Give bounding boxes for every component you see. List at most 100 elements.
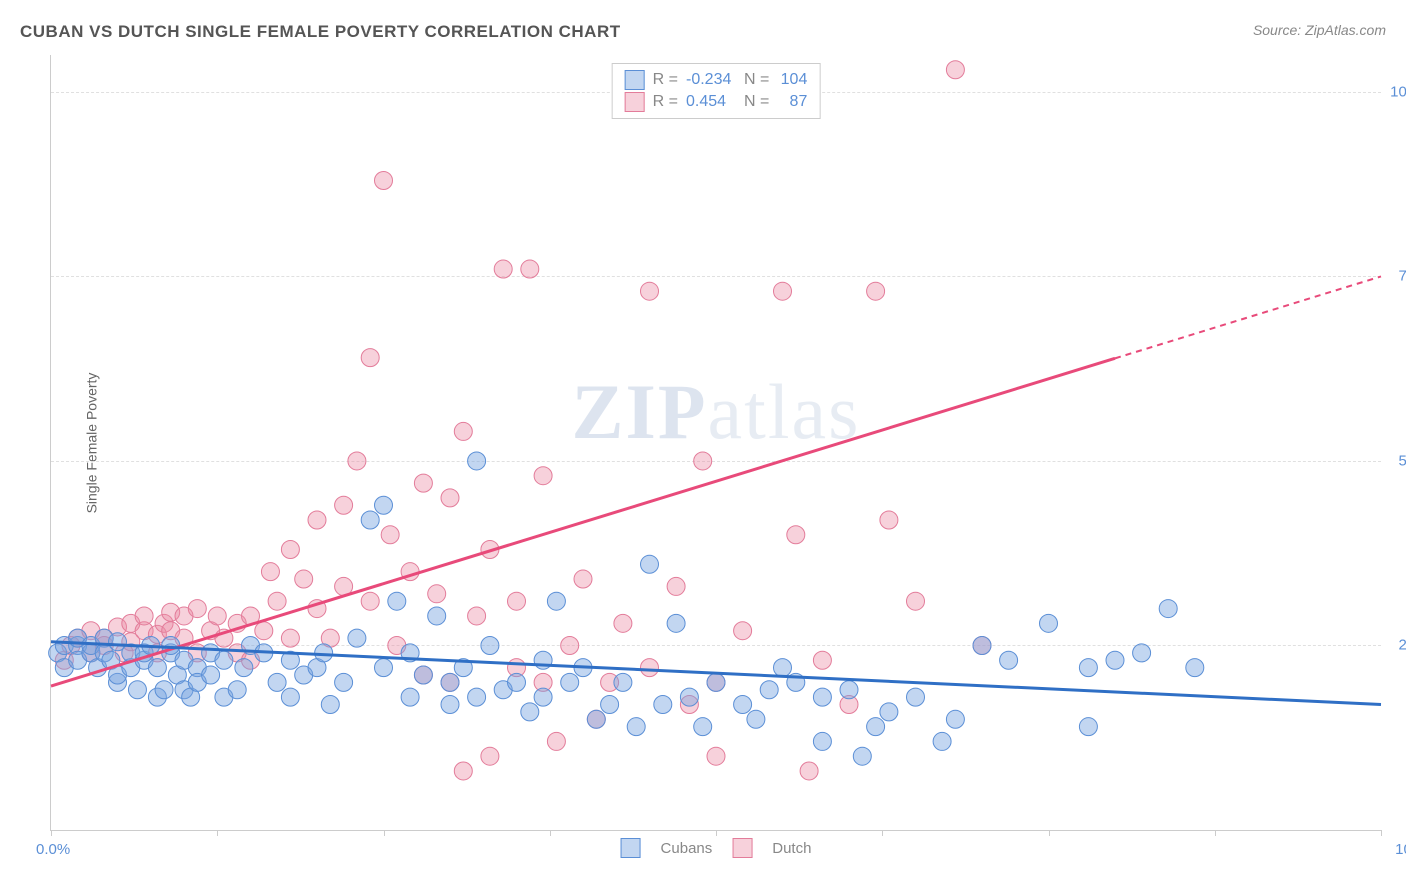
scatter-point (601, 696, 619, 714)
scatter-point (281, 688, 299, 706)
legend-label-dutch: Dutch (772, 840, 811, 857)
scatter-point (707, 673, 725, 691)
x-tick-label-left: 0.0% (36, 841, 70, 858)
legend-swatch-cubans (621, 838, 641, 858)
scatter-point (128, 681, 146, 699)
scatter-point (867, 282, 885, 300)
scatter-point (534, 688, 552, 706)
scatter-point (667, 577, 685, 595)
source-label: Source: (1253, 22, 1301, 38)
trend-line (51, 358, 1115, 686)
scatter-point (641, 282, 659, 300)
scatter-point (840, 681, 858, 699)
scatter-point (441, 673, 459, 691)
y-tick-label: 75.0% (1386, 268, 1406, 285)
scatter-point (268, 673, 286, 691)
stat-n-dutch: 87 (777, 91, 807, 113)
scatter-point (468, 452, 486, 470)
trend-line-dashed (1115, 276, 1381, 358)
scatter-point (335, 496, 353, 514)
scatter-point (414, 474, 432, 492)
legend-label-cubans: Cubans (661, 840, 713, 857)
scatter-point (188, 600, 206, 618)
plot-area: Single Female Poverty ZIPatlas 25.0%50.0… (50, 55, 1381, 831)
scatter-point (235, 659, 253, 677)
stat-r-dutch: 0.454 (686, 91, 736, 113)
scatter-point (428, 607, 446, 625)
scatter-point (414, 666, 432, 684)
scatter-point (774, 282, 792, 300)
scatter-point (946, 61, 964, 79)
scatter-point (1133, 644, 1151, 662)
scatter-svg (51, 55, 1381, 830)
scatter-point (1159, 600, 1177, 618)
bottom-legend: Cubans Dutch (621, 838, 812, 858)
scatter-point (481, 636, 499, 654)
scatter-point (361, 592, 379, 610)
scatter-point (813, 732, 831, 750)
scatter-point (202, 666, 220, 684)
scatter-point (148, 659, 166, 677)
stat-n-label: N = (744, 69, 769, 91)
stat-r-cubans: -0.234 (686, 69, 736, 91)
scatter-point (880, 703, 898, 721)
stat-n-cubans: 104 (777, 69, 807, 91)
scatter-point (1040, 614, 1058, 632)
scatter-point (1106, 651, 1124, 669)
stats-row-dutch: R = 0.454 N = 87 (625, 91, 808, 113)
scatter-point (468, 688, 486, 706)
scatter-point (208, 607, 226, 625)
scatter-point (348, 452, 366, 470)
scatter-point (508, 592, 526, 610)
scatter-point (375, 496, 393, 514)
scatter-point (268, 592, 286, 610)
scatter-point (308, 511, 326, 529)
scatter-point (853, 747, 871, 765)
scatter-point (800, 762, 818, 780)
scatter-point (946, 710, 964, 728)
scatter-point (627, 718, 645, 736)
swatch-cubans (625, 70, 645, 90)
legend-swatch-dutch (732, 838, 752, 858)
scatter-point (907, 592, 925, 610)
scatter-point (335, 673, 353, 691)
scatter-point (694, 452, 712, 470)
scatter-point (348, 629, 366, 647)
scatter-point (401, 688, 419, 706)
scatter-point (694, 718, 712, 736)
scatter-point (441, 696, 459, 714)
y-tick-label: 25.0% (1386, 637, 1406, 654)
scatter-point (907, 688, 925, 706)
scatter-point (494, 260, 512, 278)
scatter-point (760, 681, 778, 699)
stat-n-label: N = (744, 91, 769, 113)
scatter-point (880, 511, 898, 529)
scatter-point (587, 710, 605, 728)
scatter-point (534, 467, 552, 485)
scatter-point (215, 651, 233, 669)
scatter-point (867, 718, 885, 736)
scatter-point (813, 651, 831, 669)
scatter-point (375, 659, 393, 677)
scatter-point (261, 563, 279, 581)
stat-r-label: R = (653, 69, 678, 91)
scatter-point (734, 696, 752, 714)
scatter-point (521, 260, 539, 278)
scatter-point (561, 673, 579, 691)
scatter-point (973, 636, 991, 654)
scatter-point (155, 681, 173, 699)
scatter-point (547, 592, 565, 610)
scatter-point (1186, 659, 1204, 677)
scatter-point (481, 747, 499, 765)
y-tick-label: 100.0% (1386, 83, 1406, 100)
scatter-point (281, 541, 299, 559)
stats-row-cubans: R = -0.234 N = 104 (625, 69, 808, 91)
scatter-point (680, 688, 698, 706)
scatter-point (228, 681, 246, 699)
scatter-point (547, 732, 565, 750)
scatter-point (667, 614, 685, 632)
scatter-point (441, 489, 459, 507)
scatter-point (375, 171, 393, 189)
scatter-point (641, 659, 659, 677)
scatter-point (734, 622, 752, 640)
